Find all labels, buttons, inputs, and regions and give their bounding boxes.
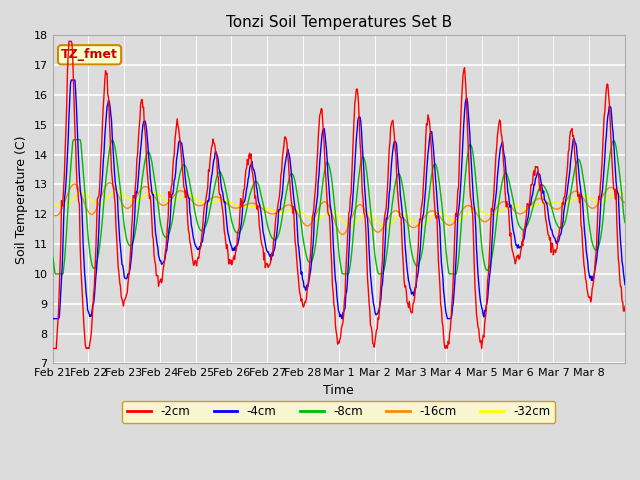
Text: TZ_fmet: TZ_fmet [61, 48, 118, 61]
X-axis label: Time: Time [323, 384, 354, 397]
Y-axis label: Soil Temperature (C): Soil Temperature (C) [15, 135, 28, 264]
Legend: -2cm, -4cm, -8cm, -16cm, -32cm: -2cm, -4cm, -8cm, -16cm, -32cm [122, 401, 555, 423]
Title: Tonzi Soil Temperatures Set B: Tonzi Soil Temperatures Set B [226, 15, 452, 30]
